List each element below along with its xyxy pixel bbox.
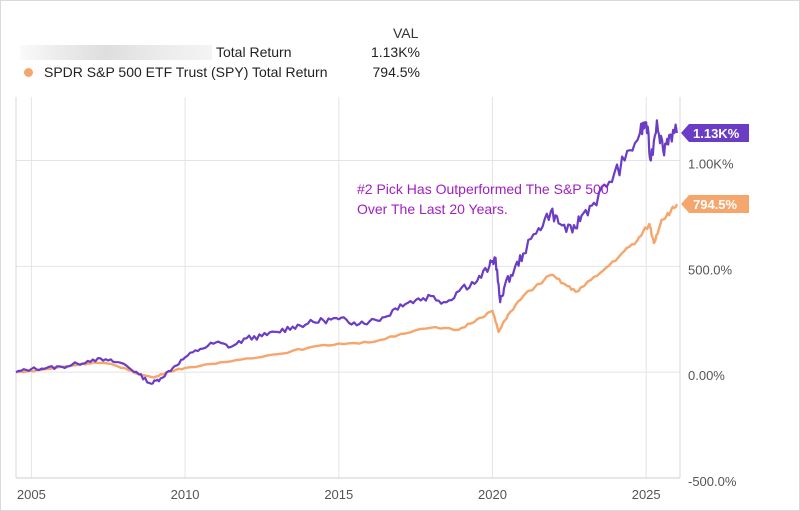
x-tick-label: 2010: [171, 487, 200, 502]
x-tick-label: 2020: [478, 487, 507, 502]
y-tick-label: 1.00K%: [688, 157, 734, 172]
end-value-label: 794.5%: [693, 197, 738, 212]
legend-dot-icon: [24, 68, 33, 77]
end-value-label: 1.13K%: [693, 126, 740, 141]
legend-val-header: VAL: [393, 25, 419, 41]
legend-label: Total Return: [216, 44, 292, 60]
legend-label: SPDR S&P 500 ETF Trust (SPY) Total Retur…: [44, 64, 328, 80]
y-tick-label: 0.00%: [688, 368, 725, 383]
x-tick-label: 2005: [17, 487, 46, 502]
y-tick-label: 500.0%: [688, 262, 733, 277]
company-end-badge: [681, 123, 749, 142]
blurred-company-name: [20, 45, 212, 60]
x-tick-label: 2025: [632, 487, 661, 502]
y-tick-label: -500.0%: [688, 474, 737, 489]
x-tick-label: 2015: [324, 487, 353, 502]
spy-total-return-line: [15, 203, 679, 379]
spy-end-badge: [681, 194, 749, 213]
legend-value: 794.5%: [372, 64, 420, 80]
legend-value: 1.13K%: [370, 44, 420, 60]
legend: VAL Total Return 1.13K% SPDR S&P 500 ETF…: [0, 0, 800, 90]
chart-annotation: #2 Pick Has Outperformed The S&P 500 Ove…: [357, 181, 609, 217]
company-total-return-line: [15, 119, 678, 385]
